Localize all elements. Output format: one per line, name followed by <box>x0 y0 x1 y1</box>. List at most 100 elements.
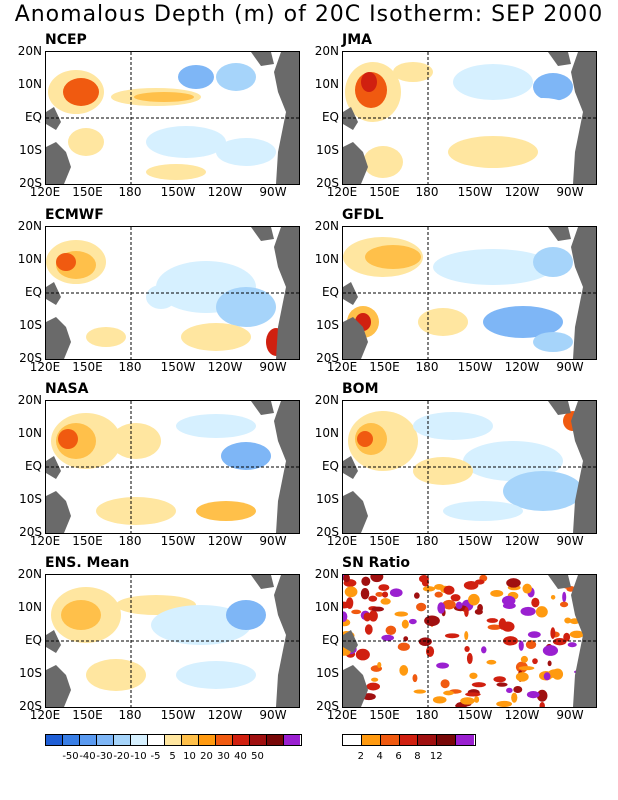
latitude-label: 20N <box>314 219 339 233</box>
anomaly-patch <box>418 575 429 583</box>
anomaly-patch <box>351 609 362 615</box>
map-panel-sn-ratio <box>342 574 597 708</box>
anomaly-patch <box>434 591 443 598</box>
map-panel-gfdl <box>342 226 597 360</box>
anomaly-patch <box>399 664 409 676</box>
anomaly-patch <box>58 429 78 449</box>
latitude-label: 10S <box>316 492 339 506</box>
longitude-label: 150E <box>369 708 400 722</box>
latitude-label: EQ <box>321 110 339 124</box>
longitude-label: 120E <box>326 708 358 722</box>
latitude-label: 10S <box>19 492 42 506</box>
land-central-america <box>251 575 274 589</box>
anomaly-patch <box>368 595 378 602</box>
anomaly-patch <box>181 323 251 351</box>
latitude-label: 20N <box>17 393 42 407</box>
anomaly-patch <box>547 660 552 667</box>
latitude-label: 20S <box>19 699 42 713</box>
anomaly-patch <box>513 98 573 126</box>
latitude-label: 10N <box>314 252 339 266</box>
colorbar-tick-label: 5 <box>169 751 176 762</box>
anomaly-patch <box>413 412 493 440</box>
anomaly-patch <box>526 691 540 699</box>
anomaly-patch <box>68 128 104 156</box>
longitude-label: 90W <box>259 360 287 374</box>
latitude-label: EQ <box>24 459 42 473</box>
anomaly-patch <box>477 604 483 612</box>
map-canvas <box>46 575 299 707</box>
anomaly-patch <box>487 624 502 630</box>
anomaly-patch <box>464 646 470 653</box>
colorbar-tick-label: 4 <box>376 751 383 762</box>
latitude-label: 10N <box>314 426 339 440</box>
anomaly-patch <box>471 682 486 688</box>
anomaly-patch <box>357 431 373 447</box>
colorbar-swatch <box>148 735 165 745</box>
land-australia <box>46 317 71 359</box>
anomaly-patch <box>442 599 456 610</box>
colorbar-tick-label: -40 <box>79 751 96 762</box>
colorbar-tick-label: 12 <box>429 751 443 762</box>
longitude-label: 180 <box>415 708 439 722</box>
anomaly-patch <box>416 602 427 612</box>
latitude-label: 20N <box>17 567 42 581</box>
anomaly-patch <box>432 696 447 704</box>
anomaly-patch <box>533 73 573 101</box>
anomaly-patch <box>394 611 409 617</box>
colorbar-tick-label: -10 <box>130 751 147 762</box>
colorbar-swatch <box>250 735 267 745</box>
anomaly-patch <box>380 598 391 605</box>
anomaly-patch <box>86 659 146 691</box>
longitude-label: 120W <box>504 534 540 548</box>
anomaly-patch <box>496 682 508 687</box>
land-australia <box>46 142 71 184</box>
anomaly-patch <box>343 575 350 583</box>
anomaly-patch <box>520 655 528 663</box>
colorbar-swatch <box>267 735 284 745</box>
anomaly-patch <box>443 690 454 696</box>
anomaly-patch <box>474 696 480 703</box>
longitude-label: 150W <box>160 185 196 199</box>
colorbar-tick-label: 6 <box>395 751 402 762</box>
longitude-label: 180 <box>118 708 142 722</box>
colorbar-swatch <box>182 735 199 745</box>
anomaly-patch <box>63 78 99 106</box>
anomaly-patch <box>385 625 397 636</box>
colorbar-tick-label: 30 <box>217 751 230 762</box>
anomaly-patch <box>533 247 573 277</box>
anomaly-patch <box>520 606 536 616</box>
anomaly-patch <box>413 457 473 485</box>
anomaly-patch <box>176 414 256 438</box>
longitude-label: 150E <box>72 185 103 199</box>
anomaly-patch <box>448 136 538 168</box>
anomaly-patch <box>371 606 384 612</box>
anomaly-patch <box>567 642 577 648</box>
land-central-america <box>548 52 571 66</box>
colorbar-swatches <box>45 734 302 746</box>
latitude-label: EQ <box>24 633 42 647</box>
panel-label: NASA <box>45 381 89 397</box>
longitude-label: 180 <box>415 185 439 199</box>
anomaly-patch <box>111 423 161 459</box>
longitude-label: 120E <box>29 708 61 722</box>
anomaly-patch <box>397 642 410 651</box>
anomaly-patch <box>506 687 513 693</box>
latitude-label: EQ <box>321 459 339 473</box>
longitude-label: 120E <box>326 185 358 199</box>
land-australia <box>343 317 368 359</box>
anomaly-patch <box>361 576 371 587</box>
anomaly-patch <box>382 591 389 598</box>
panel-label: ENS. Mean <box>45 555 130 571</box>
map-canvas <box>343 52 596 184</box>
map-canvas <box>46 227 299 359</box>
anomaly-patch <box>450 594 461 602</box>
land-australia <box>46 665 71 707</box>
latitude-label: 20S <box>316 351 339 365</box>
colorbar-tick-label: -5 <box>150 751 161 762</box>
anomaly-patch <box>468 593 480 606</box>
latitude-label: 20N <box>314 393 339 407</box>
anomaly-patch <box>518 640 524 651</box>
map-canvas <box>46 52 299 184</box>
map-panel-ens-mean <box>45 574 300 708</box>
longitude-label: 90W <box>556 185 584 199</box>
